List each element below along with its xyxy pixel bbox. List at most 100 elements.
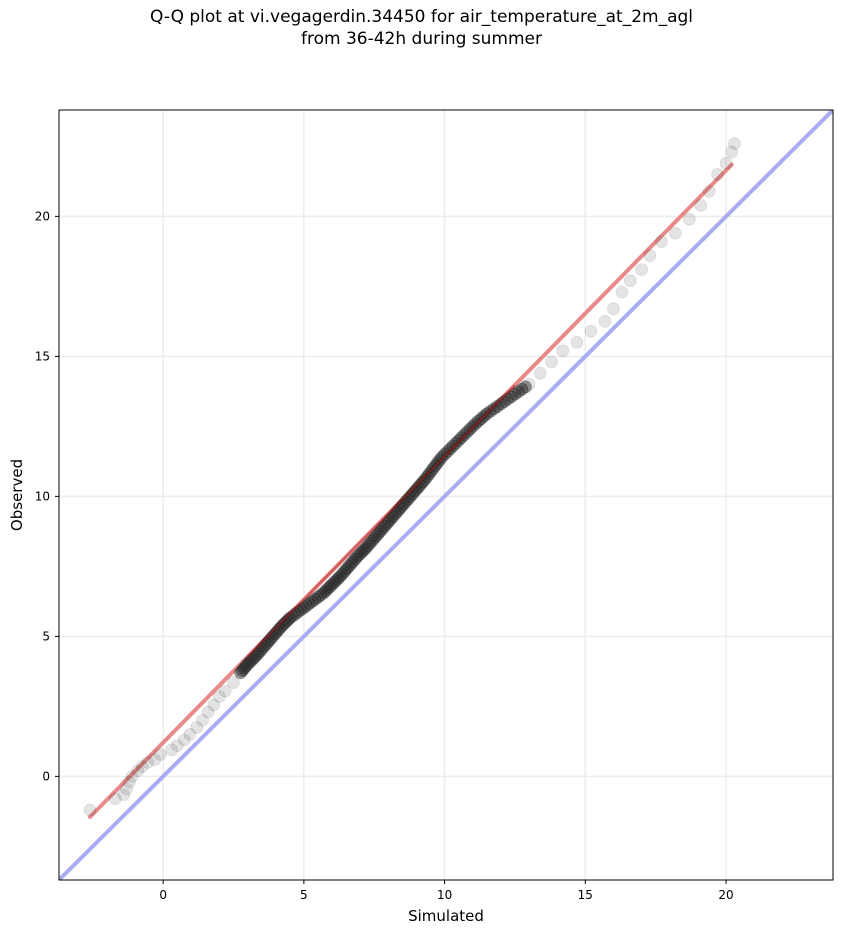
data-point bbox=[342, 560, 356, 573]
data-point bbox=[424, 464, 438, 478]
data-point bbox=[457, 428, 471, 442]
data-point bbox=[319, 584, 333, 598]
data-point bbox=[654, 235, 668, 249]
reference-lines bbox=[59, 110, 833, 880]
data-point bbox=[253, 644, 267, 658]
data-point bbox=[508, 387, 522, 401]
data-point bbox=[615, 285, 629, 299]
data-point bbox=[469, 417, 482, 431]
data-point bbox=[279, 616, 292, 629]
data-point bbox=[350, 550, 364, 563]
chart-title-line-1: Q-Q plot at vi.vegagerdin.34450 for air_… bbox=[149, 7, 694, 27]
chart-title: Q-Q plot at vi.vegagerdin.34450 for air_… bbox=[0, 6, 843, 50]
data-point bbox=[153, 748, 167, 761]
data-point bbox=[466, 419, 480, 433]
data-point bbox=[474, 412, 488, 426]
data-point bbox=[321, 582, 335, 596]
data-point bbox=[365, 534, 379, 548]
data-point bbox=[487, 402, 501, 416]
data-point bbox=[498, 395, 511, 408]
data-point bbox=[643, 249, 657, 263]
data-point bbox=[556, 344, 570, 358]
data-point bbox=[395, 500, 409, 513]
data-point bbox=[477, 409, 491, 423]
data-point bbox=[120, 782, 133, 796]
y-tick-label: 5 bbox=[42, 629, 50, 643]
data-point bbox=[239, 660, 253, 673]
data-point bbox=[361, 539, 375, 553]
data-point bbox=[355, 546, 368, 559]
data-point bbox=[397, 497, 411, 511]
data-point bbox=[148, 753, 162, 766]
data-point bbox=[463, 422, 477, 436]
data-point bbox=[170, 739, 184, 752]
data-point bbox=[266, 630, 280, 643]
data-point bbox=[433, 453, 447, 467]
data-point bbox=[270, 625, 284, 638]
data-point bbox=[522, 377, 536, 391]
data-point bbox=[268, 627, 282, 641]
data-point bbox=[384, 512, 398, 526]
data-point bbox=[363, 536, 377, 550]
data-point bbox=[399, 495, 413, 509]
data-point bbox=[117, 788, 131, 801]
data-point bbox=[711, 167, 725, 181]
data-point bbox=[286, 609, 300, 623]
data-point bbox=[584, 324, 598, 338]
data-point bbox=[512, 385, 525, 399]
data-point bbox=[340, 562, 354, 576]
data-point bbox=[291, 605, 305, 619]
data-point bbox=[446, 439, 460, 453]
data-point bbox=[207, 698, 221, 712]
data-point bbox=[122, 775, 136, 789]
data-point bbox=[598, 314, 612, 328]
y-tick-label: 0 bbox=[42, 769, 50, 783]
data-point bbox=[374, 524, 387, 538]
data-point bbox=[519, 380, 532, 394]
axis-ticks: 0 5 10 15 20 0 5 10 15 20 bbox=[35, 209, 734, 902]
data-point bbox=[533, 366, 547, 380]
data-point bbox=[327, 576, 341, 589]
data-point bbox=[391, 505, 404, 518]
data-point bbox=[323, 580, 337, 594]
x-tick-label: 10 bbox=[437, 888, 452, 902]
data-point bbox=[243, 655, 257, 669]
data-point bbox=[471, 414, 485, 428]
data-point bbox=[418, 473, 432, 487]
data-point bbox=[426, 461, 440, 475]
data-point bbox=[314, 588, 328, 602]
data-point bbox=[441, 445, 454, 459]
data-point bbox=[607, 302, 620, 316]
y-tick-label: 20 bbox=[35, 209, 50, 223]
data-point bbox=[303, 597, 316, 610]
data-point bbox=[317, 586, 330, 600]
data-point bbox=[570, 335, 584, 349]
x-tick-label: 5 bbox=[300, 888, 308, 902]
plot-frame bbox=[58, 109, 834, 881]
data-point bbox=[416, 475, 430, 489]
data-point bbox=[251, 647, 265, 660]
data-point bbox=[403, 490, 417, 504]
chart-title-line-2: from 36-42h during summer bbox=[301, 29, 542, 49]
data-point bbox=[272, 622, 286, 636]
data-point bbox=[414, 478, 428, 491]
data-point bbox=[196, 714, 209, 727]
data-point bbox=[410, 482, 423, 496]
data-point bbox=[623, 274, 637, 288]
data-point bbox=[455, 431, 468, 445]
data-point bbox=[683, 212, 696, 226]
data-point bbox=[348, 552, 362, 566]
data-point bbox=[443, 442, 457, 456]
data-point bbox=[344, 557, 358, 571]
data-point bbox=[249, 649, 263, 663]
data-point bbox=[357, 543, 371, 557]
data-point bbox=[438, 447, 451, 461]
data-point bbox=[329, 574, 343, 587]
data-point bbox=[668, 226, 682, 240]
data-point bbox=[281, 613, 295, 627]
data-point bbox=[422, 467, 436, 481]
data-point bbox=[405, 487, 419, 501]
data-point bbox=[258, 639, 271, 653]
data-point bbox=[289, 607, 302, 621]
